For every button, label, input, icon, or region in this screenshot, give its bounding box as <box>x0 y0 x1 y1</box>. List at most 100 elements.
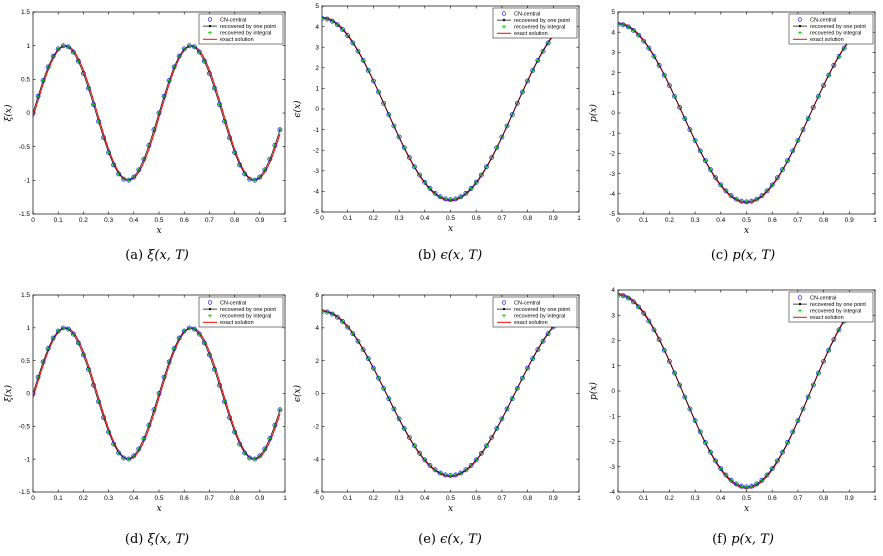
integral-marker <box>121 177 126 181</box>
x-tick-label: 0 <box>616 217 620 224</box>
plot-area-frame <box>617 289 876 493</box>
cn-central-marker <box>620 22 626 28</box>
cn-central-marker <box>805 116 811 121</box>
cn-central-marker <box>831 337 837 342</box>
cn-central-marker <box>196 49 202 55</box>
cn-central-marker <box>422 457 428 463</box>
cn-central-marker <box>810 105 816 110</box>
cn-central-marker <box>661 347 667 353</box>
integral-marker <box>489 155 494 160</box>
series-group <box>33 325 283 462</box>
cn-central-marker <box>520 89 525 95</box>
integral-marker <box>801 127 805 132</box>
cn-central-marker <box>136 446 142 452</box>
x-tick-label: 1 <box>577 495 581 502</box>
integral-marker <box>412 444 417 448</box>
y-tick-label: 4 <box>315 24 319 31</box>
cn-central-marker <box>340 27 345 32</box>
integral-marker <box>621 23 625 27</box>
integral-marker <box>816 371 821 375</box>
panel-caption-b: (b) ϵ(x, T) <box>335 248 565 263</box>
cn-central-marker <box>504 406 510 412</box>
cn-central-marker <box>391 123 397 129</box>
panel-caption-a: (a) ξ(x, T) <box>42 248 272 263</box>
y-tick-label: -1 <box>24 178 30 185</box>
y-tick-label: -4 <box>609 191 615 198</box>
integral-marker <box>811 383 816 387</box>
cn-central-marker <box>821 358 826 364</box>
integral-marker <box>36 94 40 99</box>
integral-marker <box>278 127 282 132</box>
cn-central-marker <box>131 453 137 459</box>
cn-central-marker <box>816 93 821 99</box>
cn-central-marker <box>618 292 621 298</box>
cn-central-marker <box>618 21 621 27</box>
legend-entry-label: CN-central <box>514 300 540 306</box>
integral-marker <box>356 49 360 54</box>
integral-marker <box>142 436 146 441</box>
y-tick-label: 2 <box>611 70 615 77</box>
integral-marker <box>227 415 232 420</box>
x-tick-label: 0.4 <box>716 495 725 502</box>
cn-central-marker <box>805 394 811 400</box>
cn-central-marker <box>442 196 448 202</box>
integral-marker <box>247 456 252 460</box>
cn-central-marker <box>161 374 167 380</box>
x-tick-label: 0.9 <box>255 217 264 224</box>
integral-marker <box>826 73 831 77</box>
integral-marker <box>167 78 171 83</box>
integral-marker <box>207 353 212 357</box>
x-tick-label: 0.2 <box>665 495 674 502</box>
cn-central-marker <box>217 382 222 388</box>
integral-marker <box>790 149 795 153</box>
cn-central-marker <box>381 385 387 391</box>
integral-marker <box>152 127 156 132</box>
cn-central-marker <box>126 177 132 183</box>
x-tick-label: 0.6 <box>768 495 777 502</box>
y-tick-label: -3 <box>313 168 319 175</box>
legend-integral-icon <box>502 313 506 318</box>
integral-marker <box>345 33 350 38</box>
cn-central-marker <box>702 440 708 445</box>
integral-marker <box>371 366 376 370</box>
integral-marker <box>172 65 176 69</box>
integral-marker <box>652 54 656 59</box>
y-tick-label: 1 <box>611 90 615 97</box>
cn-central-marker <box>417 172 423 178</box>
integral-marker <box>56 329 60 333</box>
cn-central-marker <box>463 190 469 196</box>
cn-central-marker <box>212 366 217 372</box>
y-tick-label: 0 <box>315 106 319 113</box>
integral-marker <box>500 417 504 421</box>
legend-cn-central-icon <box>797 295 803 300</box>
x-tick-label: 0.6 <box>180 495 189 502</box>
cn-central-marker <box>176 335 182 341</box>
x-tick-label: 1 <box>283 217 287 224</box>
integral-marker <box>657 337 661 342</box>
x-axis-label: x <box>744 504 749 514</box>
integral-marker <box>677 383 682 387</box>
legend-entry-label: exact solution <box>810 37 844 43</box>
integral-marker <box>806 395 810 399</box>
cn-central-marker <box>45 64 51 70</box>
integral-marker <box>631 299 636 304</box>
y-tick-label: 4 <box>611 287 615 294</box>
cn-central-marker <box>785 158 791 164</box>
integral-marker <box>392 124 396 128</box>
cn-central-marker <box>247 176 253 182</box>
cn-central-marker <box>728 477 734 483</box>
x-tick-label: 0.5 <box>154 495 163 502</box>
x-tick-label: 0.7 <box>497 215 506 222</box>
integral-marker <box>749 484 754 488</box>
cn-central-marker <box>232 150 237 155</box>
cn-central-marker <box>146 143 152 148</box>
integral-marker <box>739 199 744 203</box>
integral-marker <box>662 348 667 352</box>
legend-one-point-dot <box>798 24 802 28</box>
integral-marker <box>340 27 345 32</box>
legend-one-point-dot <box>798 302 802 306</box>
cn-central-marker <box>453 472 459 478</box>
integral-marker <box>765 189 769 193</box>
integral-marker <box>325 310 329 314</box>
cn-central-marker <box>631 299 636 305</box>
